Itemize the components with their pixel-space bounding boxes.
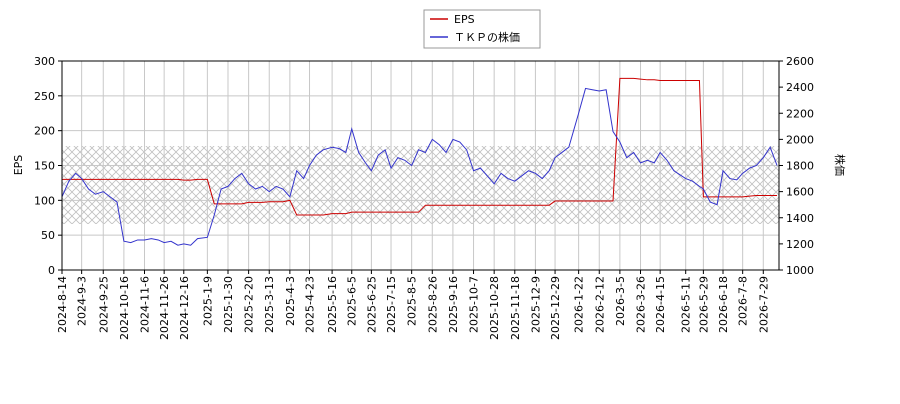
x-tick-label: 2024-12-16 bbox=[178, 276, 191, 340]
x-tick-label: 2025-4-23 bbox=[304, 276, 317, 333]
y-tick-label: 150 bbox=[34, 160, 55, 173]
y2-tick-label: 1200 bbox=[786, 238, 814, 251]
x-tick-label: 2025-9-16 bbox=[447, 276, 460, 333]
x-tick-label: 2025-8-26 bbox=[426, 276, 439, 333]
y2-tick-label: 1400 bbox=[786, 212, 814, 225]
x-tick-label: 2025-11-18 bbox=[509, 276, 522, 340]
y2-tick-label: 1000 bbox=[786, 264, 814, 277]
x-tick-label: 2024-9-25 bbox=[97, 276, 110, 333]
y-axis-label: EPS bbox=[12, 155, 25, 176]
x-tick-label: 2026-7-29 bbox=[757, 276, 770, 333]
hatch-band bbox=[62, 146, 779, 224]
y-tick-label: 300 bbox=[34, 55, 55, 68]
x-tick-label: 2026-3-5 bbox=[614, 276, 627, 326]
y2-tick-label: 1600 bbox=[786, 186, 814, 199]
x-tick-label: 2025-7-15 bbox=[385, 276, 398, 333]
x-tick-label: 2026-5-29 bbox=[697, 276, 710, 333]
lines bbox=[61, 77, 778, 246]
x-tick-label: 2024-11-6 bbox=[139, 276, 152, 333]
y2-tick-label: 2200 bbox=[786, 107, 814, 120]
y2-tick-label: 2400 bbox=[786, 81, 814, 94]
y-tick-label: 200 bbox=[34, 125, 55, 138]
x-tick-label: 2025-10-7 bbox=[468, 276, 481, 333]
y-tick-label: 100 bbox=[34, 194, 55, 207]
x-tick-label: 2024-9-3 bbox=[76, 276, 89, 326]
y2-tick-label: 2600 bbox=[786, 55, 814, 68]
x-tick-label: 2026-3-26 bbox=[635, 276, 648, 333]
y2-tick-label: 1800 bbox=[786, 160, 814, 173]
x-tick-label: 2025-1-30 bbox=[222, 276, 235, 333]
x-tick-label: 2026-5-11 bbox=[680, 276, 693, 333]
x-tick-label: 2025-8-5 bbox=[406, 276, 419, 326]
y2-tick-label: 2000 bbox=[786, 133, 814, 146]
grid bbox=[61, 60, 779, 271]
series-line bbox=[62, 77, 778, 216]
x-tick-label: 2025-1-9 bbox=[201, 276, 214, 326]
x-tick-label: 2025-2-20 bbox=[243, 276, 256, 333]
series-line bbox=[61, 87, 778, 246]
x-tick-label: 2024-10-16 bbox=[118, 276, 131, 340]
x-tick-label: 2026-1-22 bbox=[573, 276, 586, 333]
x-tick-label: 2025-4-3 bbox=[284, 276, 297, 326]
x-tick-label: 2026-2-12 bbox=[593, 276, 606, 333]
legend-label: ＴＫＰの株価 bbox=[454, 30, 520, 44]
x-tick-label: 2024-8-14 bbox=[56, 276, 69, 333]
y-tick-label: 250 bbox=[34, 90, 55, 103]
x-tick-label: 2025-3-13 bbox=[263, 276, 276, 333]
x-tick-label: 2024-11-26 bbox=[158, 276, 171, 340]
x-tick-label: 2026-6-18 bbox=[717, 276, 730, 333]
y-tick-label: 0 bbox=[48, 264, 55, 277]
x-tick-label: 2025-6-5 bbox=[346, 276, 359, 326]
x-tick-label: 2025-10-28 bbox=[488, 276, 501, 340]
x-tick-label: 2025-6-25 bbox=[365, 276, 378, 333]
x-tick-label: 2025-5-16 bbox=[326, 276, 339, 333]
legend-box bbox=[423, 9, 541, 49]
y-tick-label: 50 bbox=[41, 229, 55, 242]
legend-label: EPS bbox=[454, 13, 475, 26]
x-tick-label: 2025-12-9 bbox=[529, 276, 542, 333]
y2-axis-label: 株価 bbox=[833, 154, 847, 176]
x-tick-label: 2025-12-29 bbox=[549, 276, 562, 340]
x-tick-label: 2026-4-15 bbox=[654, 276, 667, 333]
x-tick-label: 2026-7-8 bbox=[737, 276, 750, 326]
